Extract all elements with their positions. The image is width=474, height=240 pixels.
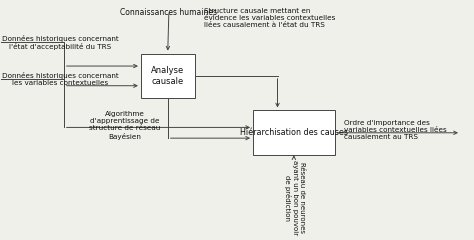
Text: Algorithme
d'apprentissage de
structure de réseau
Bayésien: Algorithme d'apprentissage de structure … bbox=[89, 111, 160, 140]
Bar bbox=[141, 54, 195, 98]
Text: Ordre d'importance des
variables contextuelles liées
causalement au TRS: Ordre d'importance des variables context… bbox=[344, 120, 447, 140]
Text: Réseau de neurones
ayant un bon pouvoir
de prédiction: Réseau de neurones ayant un bon pouvoir … bbox=[283, 160, 305, 235]
Text: Données historiques concernant
l'état d'acceptabilité du TRS: Données historiques concernant l'état d'… bbox=[1, 35, 118, 50]
Bar bbox=[253, 110, 335, 155]
Text: Analyse
causale: Analyse causale bbox=[151, 66, 184, 86]
Text: Données historiques concernant
les variables contextuelles: Données historiques concernant les varia… bbox=[1, 72, 118, 86]
Text: Connaissances humaines: Connaissances humaines bbox=[120, 8, 218, 17]
Text: Structure causale mettant en
évidence les variables contextuelles
liées causalem: Structure causale mettant en évidence le… bbox=[204, 8, 335, 28]
Text: Hiérarchisation des causes: Hiérarchisation des causes bbox=[240, 128, 348, 137]
